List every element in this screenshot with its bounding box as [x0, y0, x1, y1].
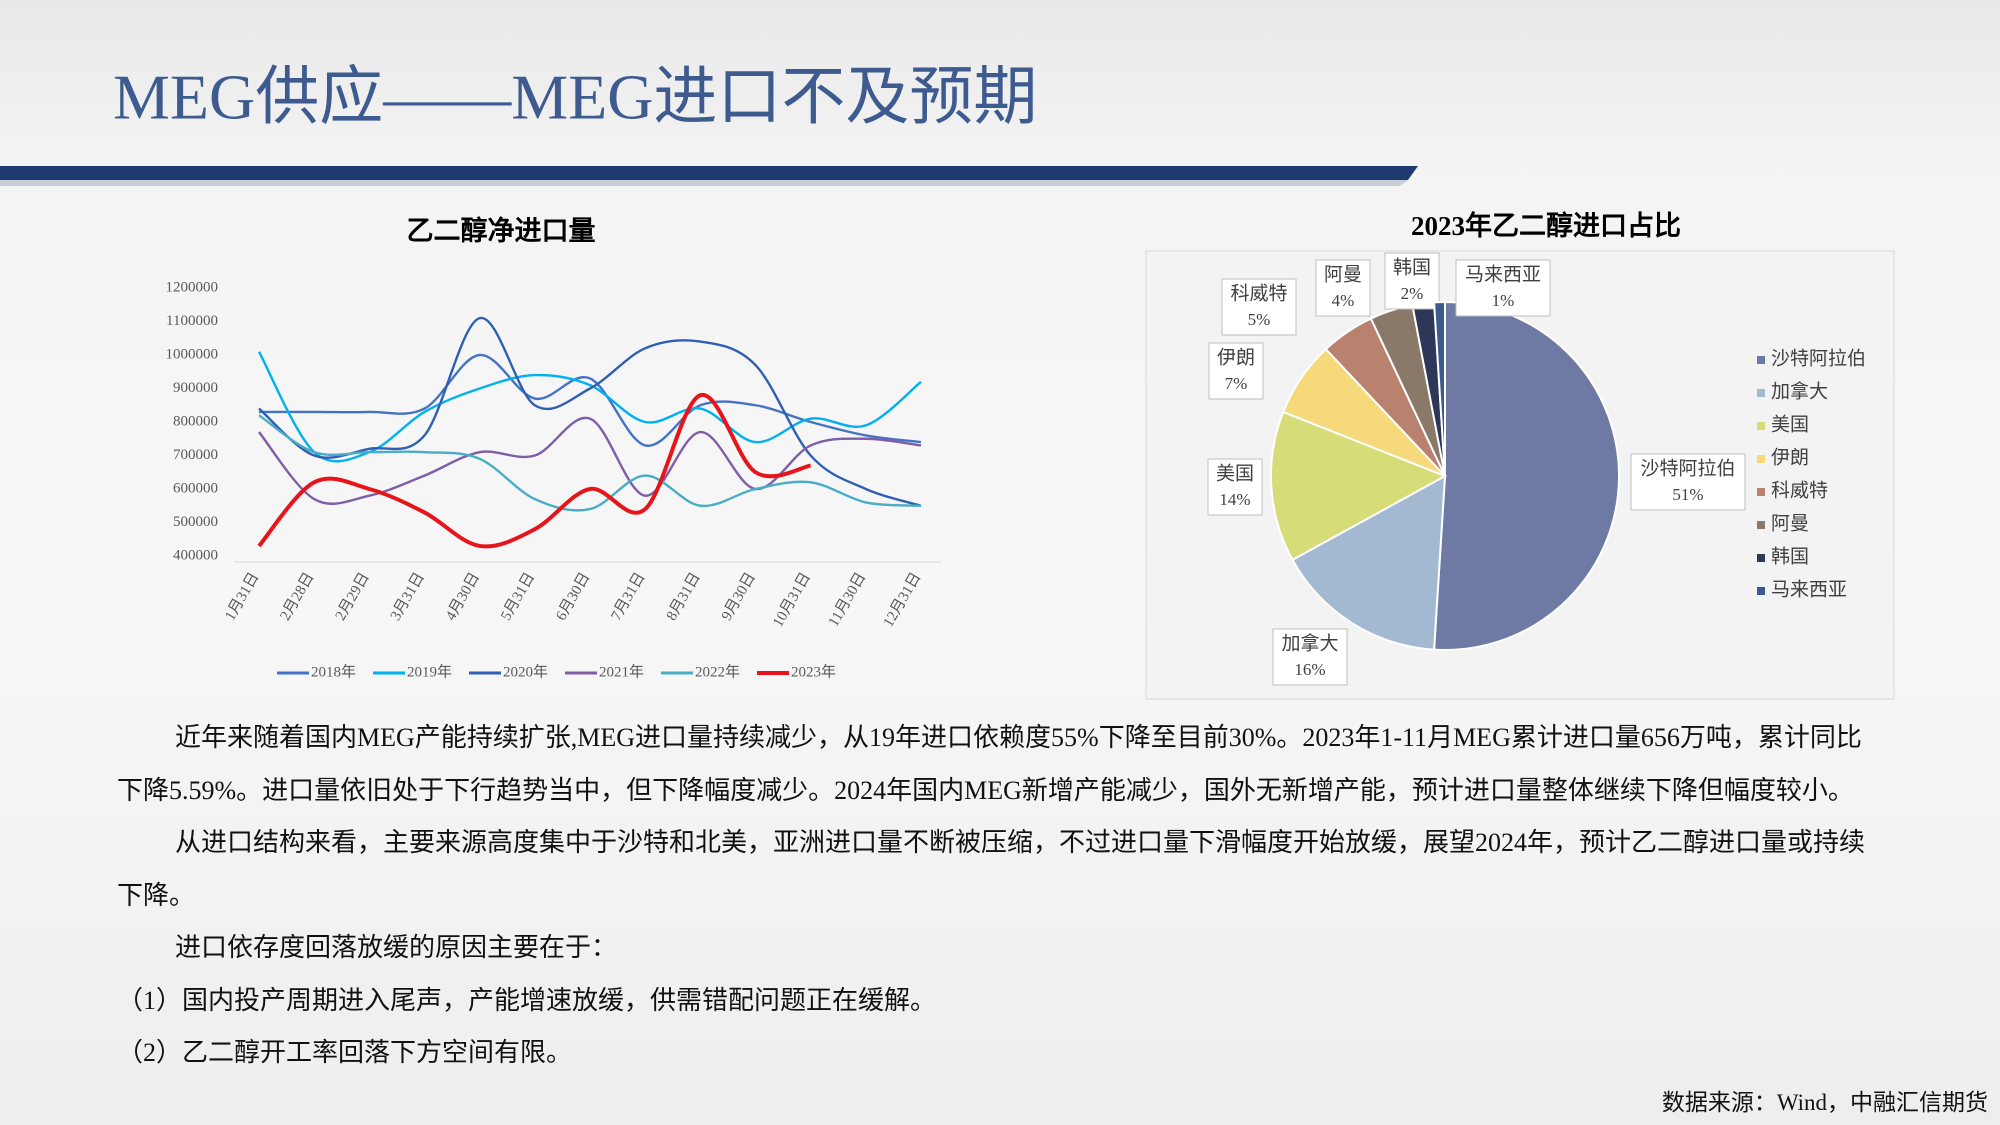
- data-label-value: 4%: [1332, 291, 1355, 310]
- series-line: [258, 414, 922, 512]
- paragraph: 从进口结构来看，主要来源高度集中于沙特和北美，亚洲进口量不断被压缩，不过进口量下…: [117, 828, 1866, 910]
- data-label-box: [1272, 628, 1348, 686]
- legend-label: 沙特阿拉伯: [1771, 347, 1866, 369]
- data-label-box: [1221, 278, 1297, 336]
- legend-label: 2018年: [311, 663, 356, 680]
- legend-label: 2023年: [791, 663, 836, 680]
- data-label-value: 16%: [1294, 660, 1325, 679]
- series-line: [259, 353, 922, 447]
- source-note: 数据来源：Wind，中融汇信期货: [1661, 1090, 1988, 1115]
- data-label-name: 阿曼: [1324, 263, 1362, 285]
- y-tick-label: 900000: [173, 380, 218, 396]
- legend-label: 2020年: [503, 663, 548, 680]
- legend-label: 科威特: [1771, 479, 1828, 501]
- legend-swatch: [1757, 521, 1765, 529]
- y-tick-label: 700000: [173, 447, 218, 463]
- y-tick-label: 600000: [173, 480, 218, 496]
- paragraph: 近年来随着国内MEG产能持续扩张,MEG进口量持续减少，从19年进口依赖度55%…: [117, 723, 1862, 805]
- data-label-box: [1455, 259, 1551, 317]
- data-label-name: 马来西亚: [1465, 263, 1541, 285]
- data-label-box: [1315, 259, 1371, 317]
- body-text: 近年来随着国内MEG产能持续扩张,MEG进口量持续减少，从19年进口依赖度55%…: [117, 712, 1887, 1080]
- x-tick-label: 6月30日: [553, 570, 593, 623]
- legend-swatch: [1757, 488, 1765, 496]
- pie-slice: [1269, 410, 1448, 562]
- title-bar: [0, 166, 1418, 180]
- data-label-name: 沙特阿拉伯: [1640, 457, 1735, 479]
- y-tick-label: 1200000: [166, 279, 219, 295]
- y-tick-label: 500000: [173, 514, 218, 530]
- series-line: [257, 393, 812, 549]
- y-tick-label: 1100000: [166, 313, 218, 329]
- legend-label: 马来西亚: [1771, 578, 1847, 600]
- paragraph: 进口依存度回落放缓的原因主要在于：: [175, 933, 618, 962]
- pie-slice: [1433, 300, 1446, 477]
- data-label-value: 51%: [1672, 485, 1703, 504]
- legend-swatch: [1757, 587, 1765, 595]
- data-label-box: [1630, 453, 1746, 511]
- data-label-value: 5%: [1248, 310, 1271, 329]
- legend-label: 2019年: [407, 663, 452, 680]
- x-tick-label: 9月30日: [719, 570, 759, 623]
- pie-slice: [1291, 474, 1447, 651]
- legend-label: 伊朗: [1771, 446, 1809, 468]
- y-tick-label: 800000: [173, 413, 218, 429]
- legend-swatch: [1757, 389, 1765, 397]
- legend-label: 2021年: [599, 663, 644, 680]
- data-label-value: 2%: [1401, 284, 1424, 303]
- legend-label: 2022年: [695, 663, 740, 680]
- title-bar-shadow: [0, 180, 1408, 186]
- x-tick-label: 2月28日: [278, 570, 318, 623]
- data-label-name: 科威特: [1230, 282, 1287, 304]
- pie-slice: [1433, 300, 1620, 651]
- x-tick-label: 8月31日: [664, 570, 704, 623]
- legend-label: 韩国: [1771, 545, 1809, 567]
- pie-chart-title: 2023年乙二醇进口占比: [1411, 210, 1681, 241]
- legend-label: 美国: [1771, 413, 1809, 435]
- x-tick-label: 7月31日: [609, 570, 649, 623]
- x-tick-label: 3月31日: [388, 570, 428, 623]
- legend-swatch: [1757, 422, 1765, 430]
- data-label-box: [1384, 252, 1440, 310]
- paragraph: （2）乙二醇开工率回落下方空间有限。: [117, 1038, 573, 1067]
- legend-label: 加拿大: [1771, 379, 1828, 402]
- y-tick-label: 400000: [173, 547, 218, 563]
- x-tick-label: 12月31日: [881, 570, 925, 630]
- x-tick-label: 2月29日: [333, 570, 373, 623]
- data-label-box: [1207, 458, 1263, 516]
- x-tick-label: 4月30日: [443, 570, 483, 623]
- paragraph: （1）国内投产周期进入尾声，产能增速放缓，供需错配问题正在缓解。: [117, 985, 937, 1015]
- data-label-value: 14%: [1219, 490, 1250, 509]
- slide-title: MEG供应——MEG进口不及预期: [113, 62, 1037, 133]
- legend-swatch: [1757, 356, 1765, 364]
- data-label-value: 7%: [1225, 374, 1248, 393]
- legend-swatch: [1757, 554, 1765, 562]
- x-tick-label: 1月31日: [222, 570, 262, 623]
- data-label-value: 1%: [1492, 291, 1515, 310]
- data-label-name: 美国: [1216, 462, 1254, 484]
- series-line: [258, 316, 922, 507]
- data-label-name: 韩国: [1393, 256, 1431, 278]
- x-tick-label: 10月31日: [770, 570, 814, 630]
- data-label-name: 加拿大: [1281, 631, 1338, 654]
- x-tick-label: 5月31日: [498, 570, 538, 623]
- y-tick-label: 1000000: [166, 346, 219, 362]
- x-tick-label: 11月30日: [826, 570, 870, 629]
- data-label-name: 伊朗: [1217, 346, 1255, 368]
- series-line: [257, 351, 922, 463]
- line-chart-title: 乙二醇净进口量: [407, 215, 596, 246]
- data-label-box: [1208, 342, 1264, 400]
- legend-label: 阿曼: [1771, 512, 1809, 534]
- legend-swatch: [1757, 455, 1765, 463]
- series-line: [258, 416, 922, 505]
